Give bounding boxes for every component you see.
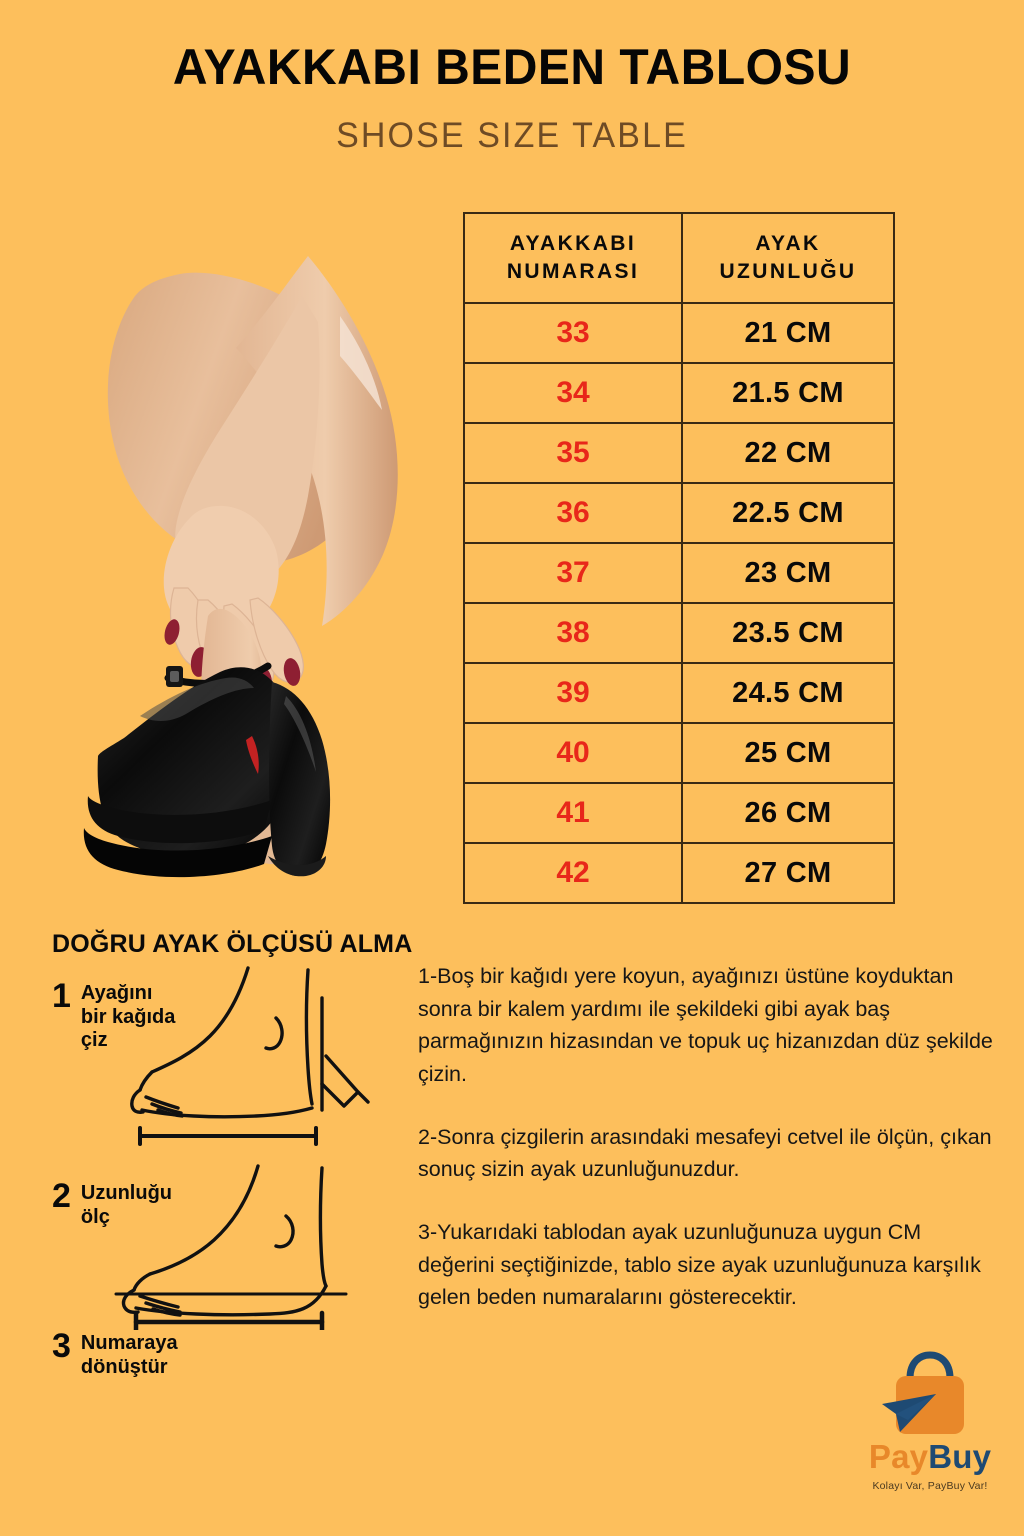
logo-word-pay: Pay [868,1438,929,1475]
cell-size: 33 [463,302,683,364]
step-number: 3 [52,1327,71,1365]
table-row: 42 27 CM [463,842,895,904]
cell-size: 42 [463,842,683,904]
column-header-length-line1: AYAK [755,232,821,256]
header: AYAKKABI BEDEN TABLOSU SHOSE SIZE TABLE [0,0,1024,156]
cell-length: 24.5 CM [681,662,895,724]
platform-lower [83,828,273,878]
cell-length: 26 CM [681,782,895,844]
table-row: 38 23.5 CM [463,602,895,664]
foot-outline-diagram-with-pencil [130,960,415,1155]
bag-body [896,1376,964,1434]
step-item-3: 3 Numaraya dönüştür [52,1327,178,1379]
logo-tagline: Kolayı Var, PayBuy Var! [872,1480,988,1492]
cell-length: 22.5 CM [681,482,895,544]
column-header-size: AYAKKABI NUMARASI [463,212,683,304]
cell-length: 27 CM [681,842,895,904]
table-row: 35 22 CM [463,422,895,484]
instructions-block: 1-Boş bir kağıdı yere koyun, ayağınızı ü… [418,960,1003,1344]
cell-length: 21.5 CM [681,362,895,424]
column-header-size-line1: AYAKKABI [509,232,637,256]
cell-size: 41 [463,782,683,844]
table-row: 34 21.5 CM [463,362,895,424]
instruction-paragraph-3: 3-Yukarıdaki tablodan ayak uzunluğunuza … [418,1220,981,1310]
column-header-length: AYAK UZUNLUĞU [681,212,895,304]
table-row: 33 21 CM [463,302,895,364]
step-label: Numaraya dönüştür [80,1332,178,1378]
cell-size: 40 [463,722,683,784]
cell-length: 25 CM [681,722,895,784]
column-header-size-line2: NUMARASI [506,260,640,283]
cell-length: 21 CM [681,302,895,364]
step-label: Ayağını bir kağıda çiz [80,982,176,1052]
shoe-red-lining [246,736,259,774]
shoe-size-table: AYAKKABI NUMARASI AYAK UZUNLUĞU 33 21 CM … [463,212,895,904]
table-row: 41 26 CM [463,782,895,844]
cell-size: 37 [463,542,683,604]
table-row: 39 24.5 CM [463,662,895,724]
platform-upper [87,796,272,844]
step-item-2: 2 Uzunluğu ölç [52,1177,173,1229]
steps-section-heading: DOĞRU AYAK ÖLÇÜSÜ ALMA [52,930,413,958]
paybuy-logo: PayBuy Kolayı Var, PayBuy Var! [845,1350,1015,1492]
cell-size: 39 [463,662,683,724]
highlight-sheen [340,316,382,410]
table-row: 40 25 CM [463,722,895,784]
table-row: 37 23 CM [463,542,895,604]
shopping-bag-icon [845,1350,1015,1442]
heel-tip [268,856,326,877]
logo-wordmark: PayBuy [845,1440,1015,1473]
model-leg-heel-photo [40,196,430,886]
instruction-paragraph-2: 2-Sonra çizgilerin arasındaki mesafeyi c… [418,1124,992,1182]
table-header-row: AYAKKABI NUMARASI AYAK UZUNLUĞU [463,212,895,304]
cell-length: 23.5 CM [681,602,895,664]
instruction-paragraph-1: 1-Boş bir kağıdı yere koyun, ayağınızı ü… [418,964,993,1087]
step-label: Uzunluğu ölç [80,1182,173,1228]
cell-size: 38 [463,602,683,664]
foot-outline-diagram-measure [110,1160,400,1335]
cell-length: 23 CM [681,542,895,604]
step-number: 2 [52,1177,71,1215]
page-subtitle: SHOSE SIZE TABLE [336,116,688,155]
logo-word-buy: Buy [928,1438,992,1475]
cell-size: 34 [463,362,683,424]
cell-length: 22 CM [681,422,895,484]
page-title: AYAKKABI BEDEN TABLOSU [172,39,852,95]
column-header-length-line2: UZUNLUĞU [719,260,857,283]
step-number: 1 [52,977,71,1015]
shoe-gloss [140,677,254,721]
cell-size: 36 [463,482,683,544]
size-table-container: AYAKKABI NUMARASI AYAK UZUNLUĞU 33 21 CM … [463,212,895,904]
step-item-1: 1 Ayağını bir kağıda çiz [52,977,176,1053]
heel-gloss [284,696,316,772]
table-row: 36 22.5 CM [463,482,895,544]
cell-size: 35 [463,422,683,484]
block-heel [269,682,331,876]
